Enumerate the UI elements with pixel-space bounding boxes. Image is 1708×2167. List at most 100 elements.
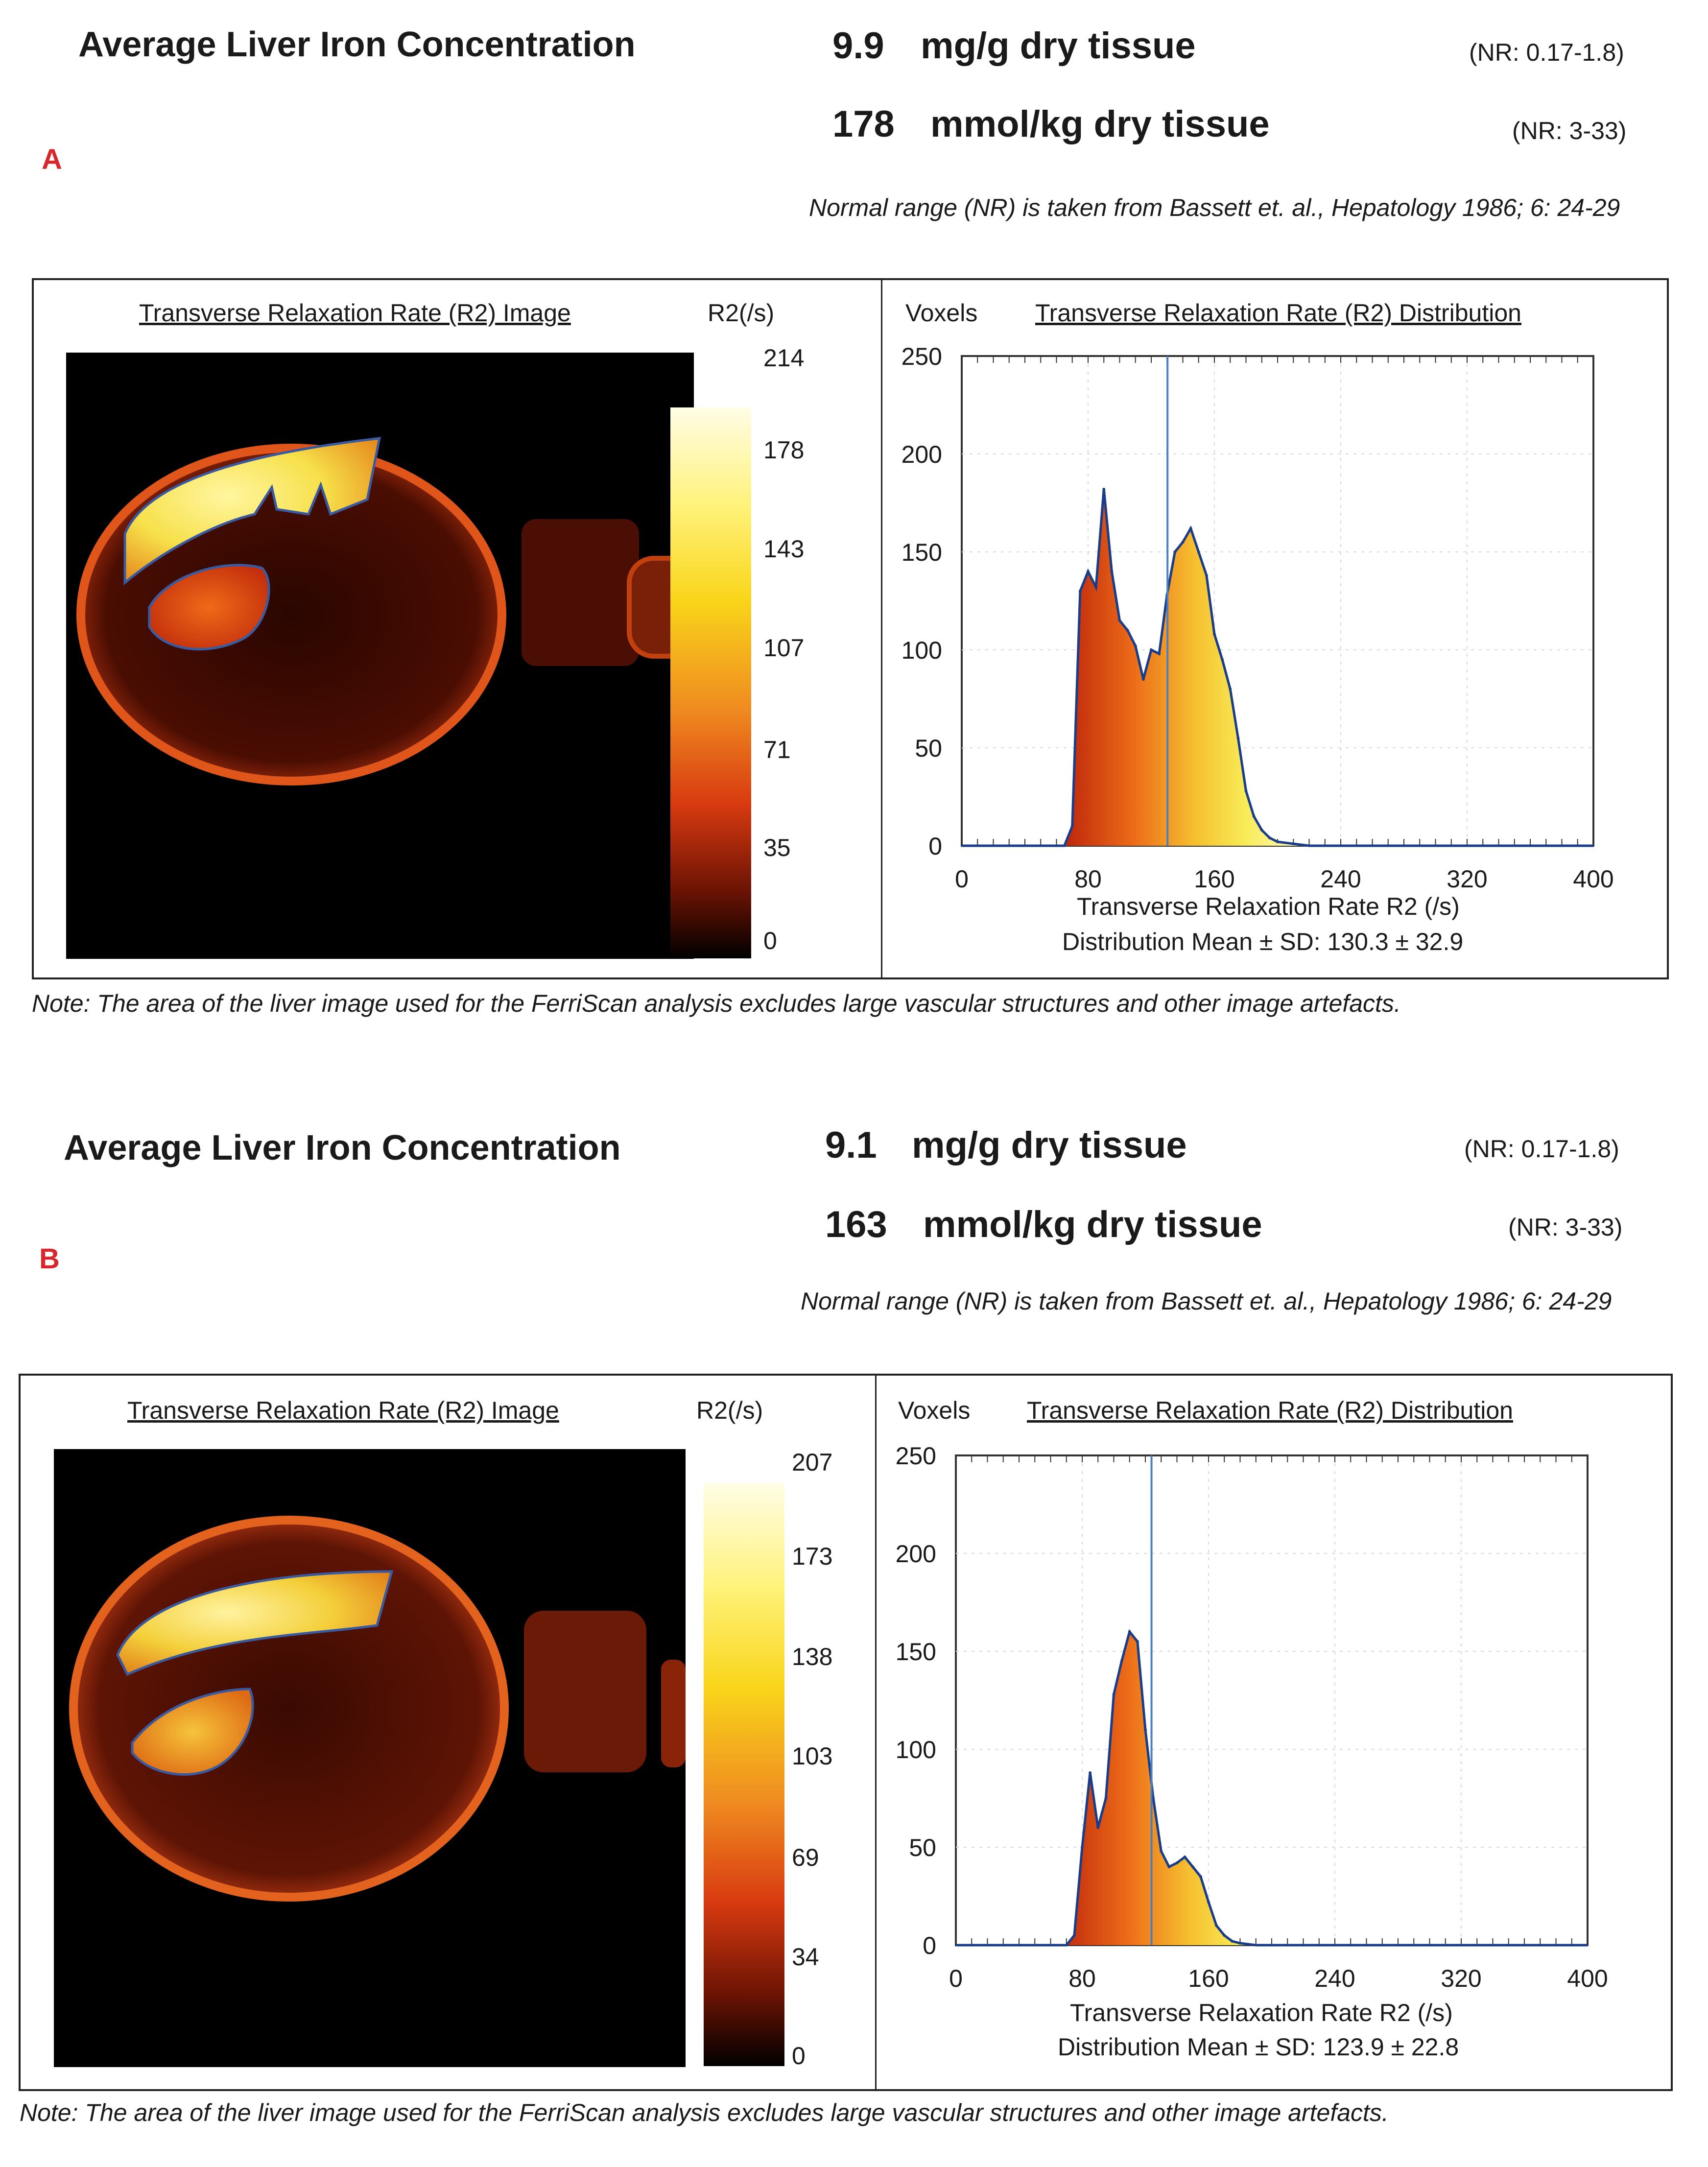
x-tick-label: 240 bbox=[1320, 865, 1361, 893]
distribution-point bbox=[1173, 550, 1177, 553]
reference-citation: Normal range (NR) is taken from Bassett … bbox=[801, 1287, 1612, 1315]
panel-letter: A bbox=[42, 143, 62, 175]
distribution-point bbox=[1189, 527, 1192, 530]
colorbar bbox=[670, 407, 751, 958]
liver-mri-image bbox=[54, 1449, 686, 2067]
distribution-point bbox=[1197, 550, 1200, 553]
kidney-shape bbox=[522, 519, 639, 666]
mmol-unit: mmol/kg dry tissue bbox=[930, 103, 1270, 145]
box-divider bbox=[881, 280, 882, 977]
liver-region-upper bbox=[123, 437, 381, 586]
distribution-point bbox=[1167, 1865, 1171, 1868]
results-box: Transverse Relaxation Rate (R2) Image R2… bbox=[19, 1374, 1673, 2091]
y-tick-label: 200 bbox=[896, 1540, 936, 1568]
distribution-point bbox=[1268, 836, 1271, 839]
distribution-point bbox=[1238, 1942, 1242, 1945]
distribution-point bbox=[1134, 644, 1137, 647]
distribution-point bbox=[1081, 1846, 1084, 1849]
colorbar-tick: 71 bbox=[763, 736, 791, 763]
distribution-point bbox=[1276, 840, 1279, 843]
mri-drawing bbox=[76, 437, 694, 786]
mmol-normal-range: (NR: 3-33) bbox=[1512, 117, 1627, 144]
box-divider bbox=[875, 1376, 877, 2089]
mmol-value: 178 bbox=[832, 103, 895, 145]
distribution-point bbox=[1102, 488, 1106, 491]
distribution-point bbox=[1158, 652, 1161, 655]
distribution-point bbox=[1215, 1924, 1218, 1927]
distribution-point bbox=[1144, 1728, 1147, 1731]
histogram-chart-a: 0 50 100 150 200 250 0 80 160 240 320 400 bbox=[901, 343, 1614, 893]
liver-region-lower bbox=[148, 564, 270, 651]
x-tick-label: 400 bbox=[1573, 865, 1613, 893]
distribution-point bbox=[1118, 619, 1121, 622]
x-tick-label: 0 bbox=[949, 1965, 963, 1992]
colorbar-tick: 143 bbox=[763, 535, 805, 563]
colorbar-tick: 138 bbox=[792, 1643, 833, 1670]
analysis-note: Note: The area of the liver image used f… bbox=[20, 2099, 1389, 2126]
distribution-point bbox=[1078, 590, 1082, 593]
distribution-point bbox=[1236, 737, 1240, 739]
x-tick-label: 80 bbox=[1068, 1965, 1096, 1992]
y-tick-label: 50 bbox=[915, 735, 942, 762]
distribution-point bbox=[1191, 1865, 1194, 1868]
y-tick-label: 100 bbox=[896, 1736, 936, 1763]
distribution-point bbox=[1252, 815, 1256, 818]
plot-frame bbox=[955, 1454, 1589, 1946]
distribution-point bbox=[1244, 789, 1248, 792]
mg-unit: mg/g dry tissue bbox=[912, 1124, 1187, 1166]
liver-mri-image bbox=[66, 353, 694, 959]
r2-image-title: Transverse Relaxation Rate (R2) Image bbox=[139, 299, 571, 327]
distribution-point bbox=[1260, 829, 1263, 832]
hist-title: Transverse Relaxation Rate (R2) Distribu… bbox=[1027, 1397, 1513, 1424]
y-tick-label: 0 bbox=[928, 833, 942, 860]
distribution-point bbox=[1094, 586, 1098, 589]
x-tick-label: 80 bbox=[1074, 865, 1102, 893]
distribution-point bbox=[1072, 1934, 1076, 1937]
y-tick-label: 150 bbox=[901, 539, 942, 566]
y-tick-label: 50 bbox=[909, 1834, 936, 1861]
distribution-point bbox=[1104, 1797, 1108, 1800]
distribution-point bbox=[1181, 541, 1185, 544]
histogram-chart-b: 0 50 100 150 200 250 0 80 160 240 320 400 bbox=[896, 1442, 1608, 1992]
distribution-point bbox=[1221, 658, 1224, 661]
x-tick-label: 240 bbox=[1314, 1965, 1355, 1992]
hist-stats: Distribution Mean ± SD: 123.9 ± 22.8 bbox=[1058, 2033, 1459, 2061]
plot-frame bbox=[961, 355, 1594, 847]
panel-letter: B bbox=[39, 1243, 60, 1275]
distribution-point bbox=[1128, 1630, 1131, 1633]
distribution-line bbox=[956, 1629, 1588, 1947]
hist-title: Transverse Relaxation Rate (R2) Distribu… bbox=[1035, 299, 1521, 327]
analysis-note: Note: The area of the liver image used f… bbox=[32, 990, 1401, 1017]
distribution-point bbox=[1150, 648, 1153, 651]
reference-citation: Normal range (NR) is taken from Bassett … bbox=[809, 194, 1620, 221]
distribution-point bbox=[1089, 1771, 1092, 1774]
distribution-point bbox=[1160, 1850, 1163, 1853]
distribution-point bbox=[1126, 629, 1129, 632]
mg-normal-range: (NR: 0.17-1.8) bbox=[1464, 1135, 1619, 1163]
distribution-point bbox=[1112, 1693, 1115, 1696]
distribution-point bbox=[1205, 574, 1208, 577]
colorbar-label: R2(/s) bbox=[708, 299, 775, 327]
colorbar-tick: 173 bbox=[792, 1543, 833, 1570]
kidney-shape bbox=[524, 1611, 646, 1772]
mg-unit: mg/g dry tissue bbox=[921, 25, 1196, 67]
report-title: Average Liver Iron Concentration bbox=[78, 25, 636, 64]
r2-image-title: Transverse Relaxation Rate (R2) Image bbox=[127, 1397, 559, 1424]
distribution-point bbox=[1175, 1861, 1179, 1864]
distribution-point bbox=[1213, 633, 1216, 636]
distribution-point bbox=[1183, 1856, 1186, 1858]
hist-xlabel: Transverse Relaxation Rate R2 (/s) bbox=[1077, 893, 1460, 920]
distribution-point bbox=[1087, 570, 1090, 573]
distribution-area bbox=[962, 489, 1593, 846]
x-tick-label: 160 bbox=[1194, 865, 1234, 893]
colorbar-tick: 34 bbox=[792, 1943, 819, 1971]
distribution-point bbox=[1231, 1940, 1234, 1943]
distribution-point bbox=[1229, 688, 1232, 691]
mg-value: 9.1 bbox=[825, 1124, 877, 1166]
report-title: Average Liver Iron Concentration bbox=[64, 1128, 621, 1167]
liver-region-upper bbox=[116, 1570, 394, 1676]
x-tick-label: 320 bbox=[1447, 865, 1487, 893]
mmol-unit: mmol/kg dry tissue bbox=[923, 1204, 1262, 1245]
report-panel-b: Average Liver Iron Concentration 9.1 mg/… bbox=[0, 1099, 1708, 2167]
distribution-point bbox=[1292, 842, 1295, 845]
